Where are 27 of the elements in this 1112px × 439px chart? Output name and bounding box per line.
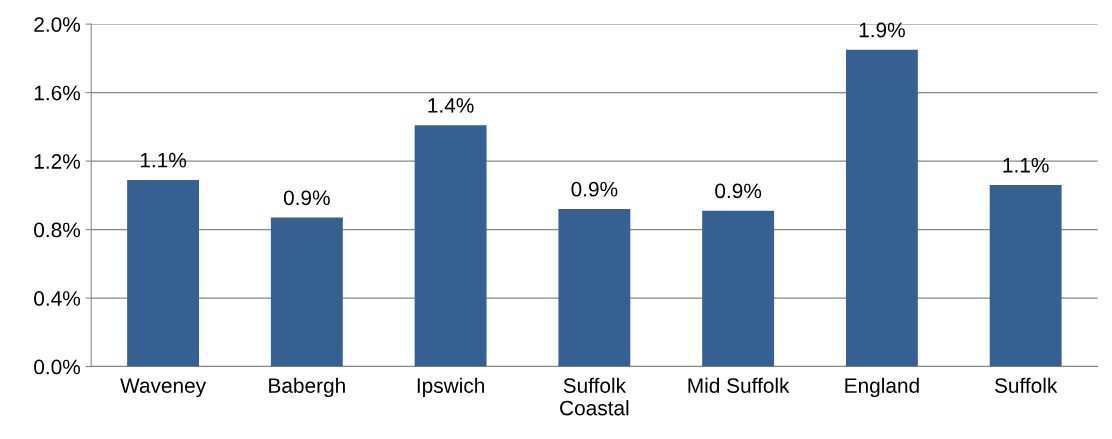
x-tick-label: Suffolk Coastal	[560, 377, 629, 416]
bar	[270, 217, 343, 367]
bar	[989, 185, 1062, 367]
bar	[845, 49, 918, 367]
y-tick-label: 2.0%	[34, 17, 81, 32]
y-tick-label: 1.6%	[34, 85, 81, 101]
bar	[414, 125, 487, 367]
x-tick-label: Mid Suffolk	[688, 377, 790, 393]
y-tick-label: 1.2%	[34, 154, 81, 169]
data-label: 0.9%	[283, 190, 330, 206]
x-tick-label: Waveney	[120, 378, 207, 398]
data-label: 0.9%	[715, 183, 762, 199]
data-label: 1.4%	[428, 98, 474, 113]
y-tick-label: 0.4%	[34, 291, 81, 306]
x-tick-label: Ipswich	[417, 377, 484, 398]
x-tick-label: England	[845, 377, 919, 398]
data-label: 0.9%	[571, 181, 618, 197]
y-tick-label: 0.0%	[34, 359, 81, 375]
data-label: 1.1%	[1003, 157, 1049, 173]
bar	[558, 209, 631, 367]
y-tick-label: 0.8%	[34, 222, 81, 238]
data-label: 1.1%	[140, 152, 187, 168]
x-tick-label: Babergh	[269, 377, 345, 398]
bar	[702, 210, 775, 367]
bar	[127, 179, 200, 367]
x-tick-label: Suffolk	[994, 377, 1058, 393]
data-label: 1.9%	[859, 22, 905, 38]
